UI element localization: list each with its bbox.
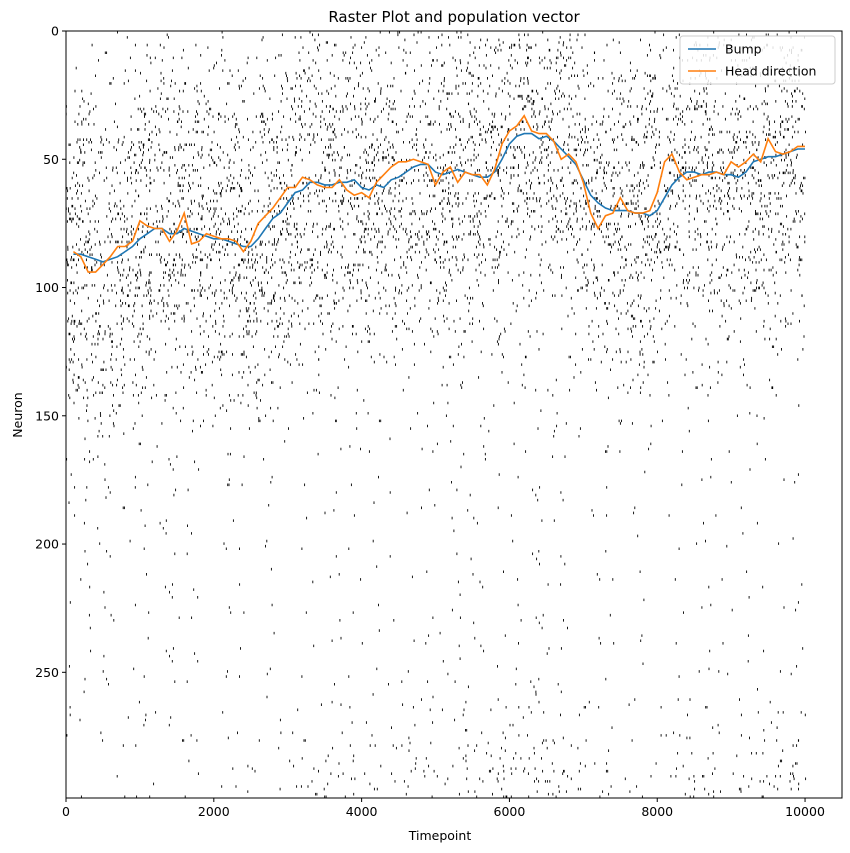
x-tick-label: 8000 <box>641 804 673 819</box>
y-tick-label: 0 <box>51 24 59 39</box>
raster-spikes <box>65 31 807 798</box>
series-line-0 <box>73 132 805 263</box>
y-tick-label: 100 <box>35 280 59 295</box>
x-tick-label: 2000 <box>198 804 230 819</box>
x-tick-label: 6000 <box>494 804 526 819</box>
chart-title: Raster Plot and population vector <box>328 8 580 26</box>
x-axis-label: Timepoint <box>408 828 472 843</box>
x-tick-label: 0 <box>62 804 70 819</box>
x-tick-label: 10000 <box>785 804 825 819</box>
x-axis-ticks: 0 2000 4000 6000 8000 10000 <box>62 798 825 819</box>
x-tick-label: 4000 <box>346 804 378 819</box>
series-line-1 <box>72 114 805 273</box>
spike-raster <box>65 31 807 798</box>
legend-label: Bump <box>725 42 762 57</box>
legend: Bump Head direction <box>679 35 836 85</box>
y-tick-label: 250 <box>35 665 59 680</box>
series-lines <box>72 114 805 273</box>
legend-label: Head direction <box>725 64 816 79</box>
y-tick-label: 50 <box>43 152 59 167</box>
legend-box <box>679 35 836 85</box>
y-tick-label: 150 <box>35 408 59 423</box>
y-axis-ticks: 0 50 100 150 200 250 <box>35 24 66 680</box>
y-tick-label: 200 <box>35 537 59 552</box>
y-axis-label: Neuron <box>10 392 25 437</box>
plot-frame <box>65 30 843 799</box>
